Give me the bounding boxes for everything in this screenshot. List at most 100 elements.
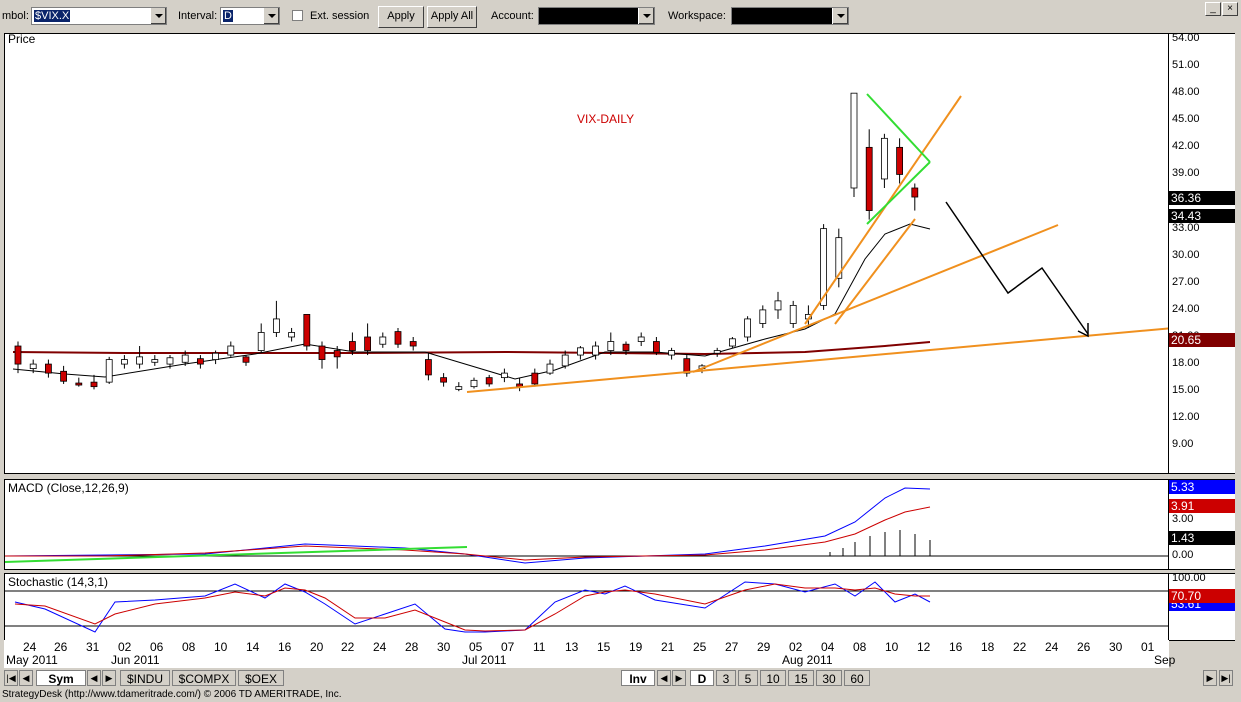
last-page-icon[interactable]: ▶| xyxy=(1219,670,1233,686)
close-icon[interactable]: × xyxy=(1222,2,1238,16)
candle-body xyxy=(288,332,296,338)
first-page-icon[interactable]: |◀ xyxy=(4,670,18,686)
axis-value-tag: 1.43 xyxy=(1169,531,1235,545)
candle-body xyxy=(820,228,827,306)
stochastic-chart-canvas xyxy=(5,581,1168,633)
candle-body xyxy=(14,345,22,365)
x-day-tick-label: 22 xyxy=(341,640,355,654)
bottom-bar: |◀ ◀ Sym ◀ ▶ $INDU $COMPX $OEX Inv ◀ ▶ D… xyxy=(0,668,1241,688)
stochastic-tick-label: 100.00 xyxy=(1172,572,1206,584)
candle-body xyxy=(744,318,751,338)
next-icon[interactable]: ▶ xyxy=(672,670,686,686)
candle-body xyxy=(561,354,569,367)
macd-tick-label: 0.00 xyxy=(1172,549,1194,561)
macd-line xyxy=(5,487,931,564)
x-day-tick-label: 21 xyxy=(661,640,675,654)
apply-button[interactable]: Apply xyxy=(378,6,424,28)
symbol-combo[interactable]: $VIX.X xyxy=(31,7,167,25)
candle-body xyxy=(500,372,508,379)
next-icon[interactable]: ▶ xyxy=(102,670,116,686)
x-month-label: May 2011 xyxy=(6,653,58,667)
chevron-down-icon[interactable] xyxy=(263,8,279,24)
candle-body xyxy=(470,379,478,388)
stochastic-panel-title: Stochastic (14,3,1) xyxy=(8,575,109,589)
candle-body xyxy=(713,350,721,354)
x-day-tick-label: 27 xyxy=(725,640,739,654)
macd-panel[interactable]: MACD (Close,12,26,9) xyxy=(4,479,1169,570)
x-day-tick-label: 11 xyxy=(533,640,546,654)
workspace-label: Workspace: xyxy=(668,10,726,22)
price-tick-label: 39.00 xyxy=(1172,167,1200,180)
macd-signal-line xyxy=(5,506,931,561)
candle-body xyxy=(75,382,83,386)
candle-body xyxy=(440,377,448,383)
candle-body xyxy=(789,304,797,324)
chevron-down-icon[interactable] xyxy=(638,8,654,24)
workspace-combo[interactable] xyxy=(731,7,849,25)
price-tick-label: 12.00 xyxy=(1172,411,1200,424)
candle-body xyxy=(653,341,660,353)
ext-session-checkbox[interactable] xyxy=(292,10,303,21)
x-month-label: Jul 2011 xyxy=(462,653,507,667)
account-combo[interactable] xyxy=(538,7,655,25)
long-moving-average-line xyxy=(12,341,931,356)
inv-tab[interactable]: Inv xyxy=(621,670,655,686)
x-day-tick-label: 20 xyxy=(310,640,324,654)
candle-body xyxy=(364,336,372,351)
symbol-tab-compx[interactable]: $COMPX xyxy=(172,670,236,686)
prev-page-icon[interactable]: ◀ xyxy=(19,670,33,686)
axis-value-tag: 5.33 xyxy=(1169,480,1235,494)
sym-tab[interactable]: Sym xyxy=(36,670,86,686)
axis-value-tag: 20.65 xyxy=(1169,333,1235,347)
symbol-label: mbol: xyxy=(2,10,29,22)
chevron-down-icon[interactable] xyxy=(832,8,848,24)
interval-tab-30[interactable]: 30 xyxy=(816,670,842,686)
vertical-scrollbar[interactable] xyxy=(1235,33,1241,668)
minimize-button[interactable]: _ xyxy=(1205,2,1221,16)
interval-tab-5[interactable]: 5 xyxy=(738,670,758,686)
interval-tab-10[interactable]: 10 xyxy=(760,670,786,686)
candle-body xyxy=(181,354,189,363)
candle-body xyxy=(455,386,463,390)
scroll-right-icon[interactable]: ▶ xyxy=(1203,670,1217,686)
apply-all-button[interactable]: Apply All xyxy=(427,6,477,28)
x-day-tick-label: 10 xyxy=(214,640,228,654)
price-tick-label: 45.00 xyxy=(1172,113,1200,126)
x-day-tick-label: 28 xyxy=(405,640,419,654)
price-tick-label: 48.00 xyxy=(1172,86,1200,99)
macd-axis: 3.00 0.00 xyxy=(1169,479,1235,570)
symbol-tab-indu[interactable]: $INDU xyxy=(120,670,170,686)
x-day-tick-label: 14 xyxy=(246,640,260,654)
candle-body xyxy=(227,345,235,356)
price-panel[interactable]: Price VIX-DAILY xyxy=(4,32,1169,474)
stochastic-panel[interactable]: Stochastic (14,3,1) xyxy=(4,573,1169,641)
candle-body xyxy=(272,318,280,333)
prev-icon[interactable]: ◀ xyxy=(87,670,101,686)
price-tick-label: 33.00 xyxy=(1172,221,1200,234)
projection-arrowhead xyxy=(1077,323,1089,338)
candle-body xyxy=(607,341,615,351)
axis-value-tag: 34.43 xyxy=(1169,209,1235,223)
trendline xyxy=(466,327,1168,393)
candle-body xyxy=(45,363,52,374)
interval-tab-60[interactable]: 60 xyxy=(844,670,870,686)
chevron-down-icon[interactable] xyxy=(150,8,166,24)
x-axis: 24 26 31 02 06 08 10 14 16 20 22 24 28 30 05 07 11 13 15 19… xyxy=(4,640,1180,681)
symbol-tab-oex[interactable]: $OEX xyxy=(238,670,284,686)
interval-tab-15[interactable]: 15 xyxy=(788,670,814,686)
interval-combo[interactable]: D xyxy=(220,7,280,25)
candle-body xyxy=(850,92,858,189)
interval-tab-d[interactable]: D xyxy=(690,670,714,686)
x-day-tick-label: 16 xyxy=(949,640,963,654)
price-tick-label: 15.00 xyxy=(1172,384,1200,397)
interval-label: Interval: xyxy=(178,10,218,22)
status-bar: StrategyDesk (http://www.tdameritrade.co… xyxy=(0,688,1241,702)
interval-tab-3[interactable]: 3 xyxy=(716,670,736,686)
candle-body xyxy=(485,377,493,385)
candle-body xyxy=(166,357,174,365)
price-tick-label: 24.00 xyxy=(1172,302,1200,315)
ext-session-label: Ext. session xyxy=(310,10,370,22)
prev-icon[interactable]: ◀ xyxy=(657,670,671,686)
candle-body xyxy=(394,331,402,345)
stoch-d-line xyxy=(14,583,930,632)
